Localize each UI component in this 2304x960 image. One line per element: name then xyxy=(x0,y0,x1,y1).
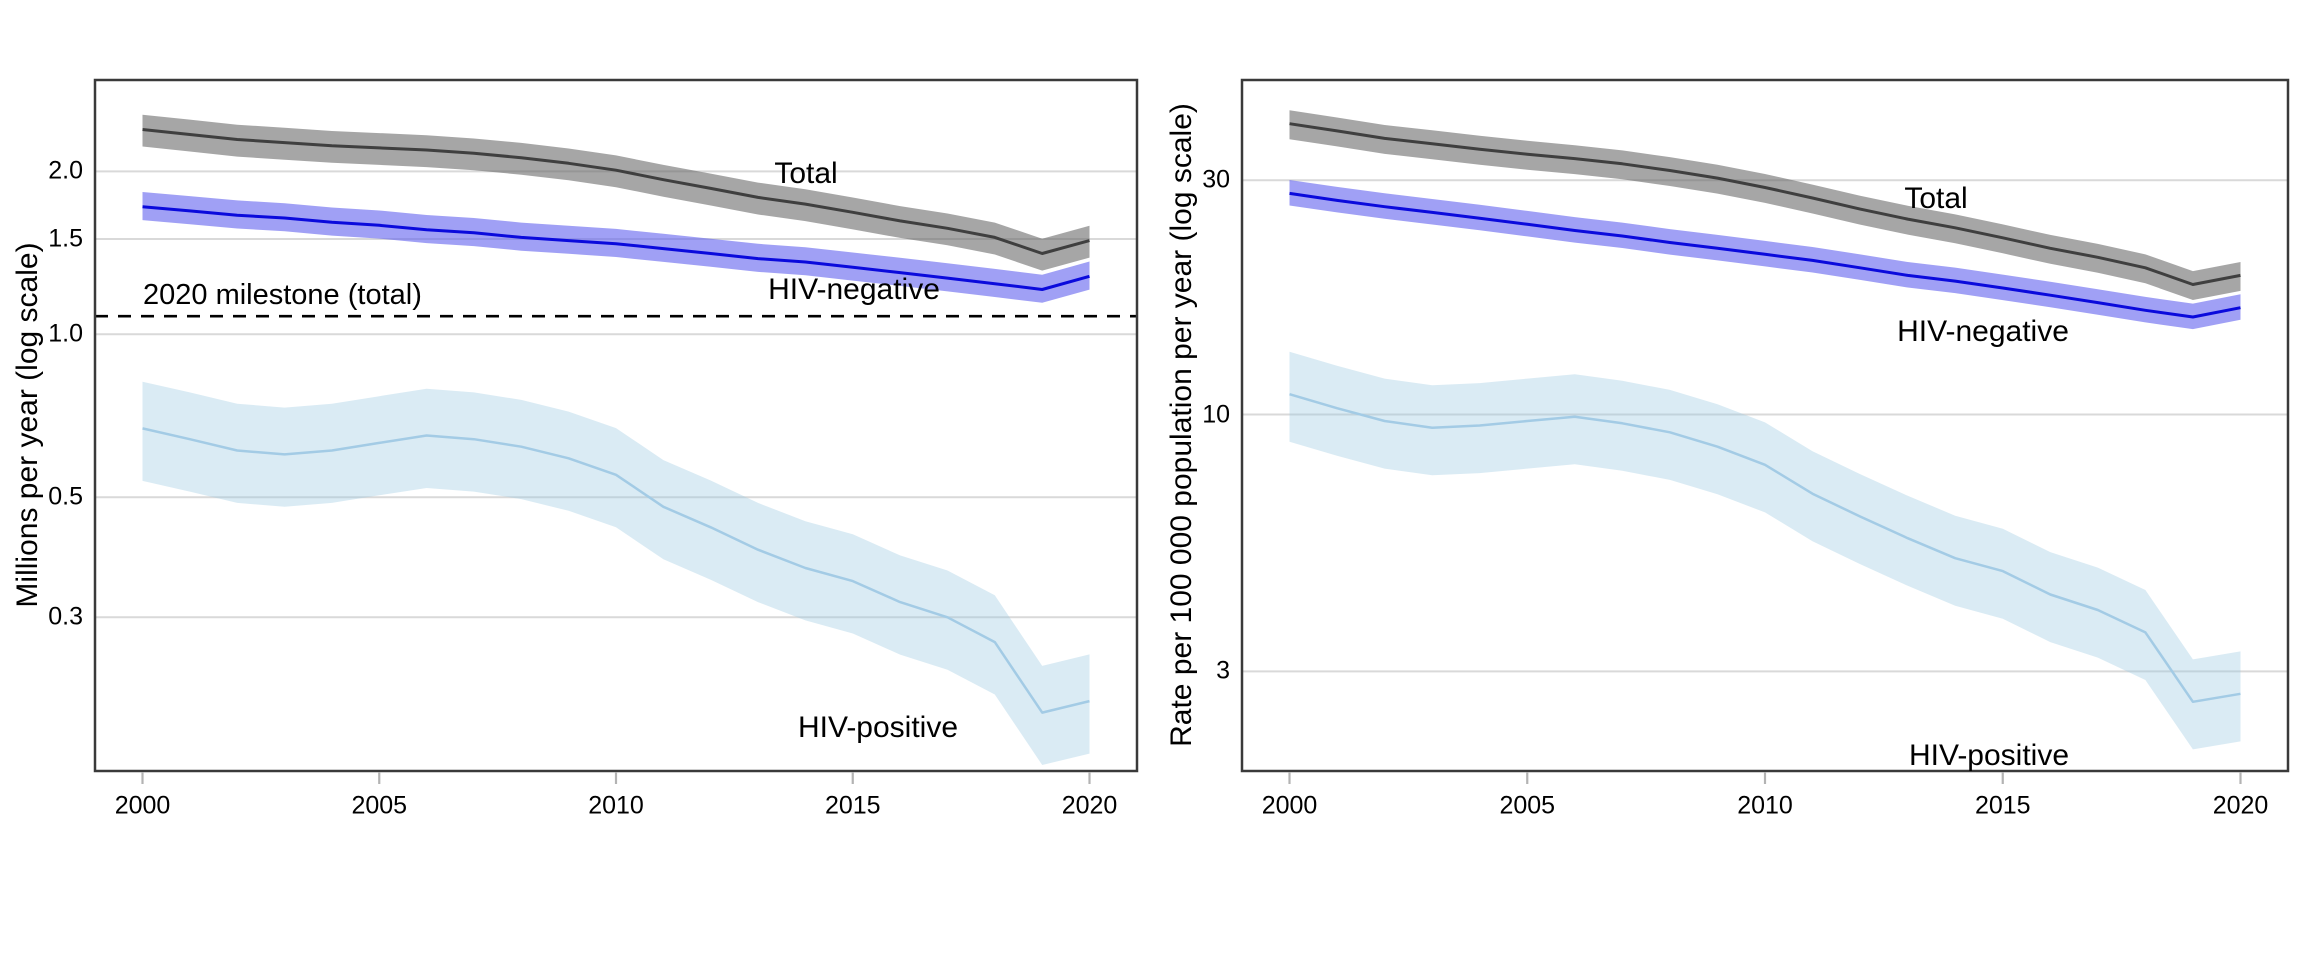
series-line-hiv-negative xyxy=(1289,191,2241,319)
series-line-total xyxy=(142,128,1090,255)
series-line-hiv-positive xyxy=(142,427,1090,714)
panel-border-rate xyxy=(1240,78,2290,773)
series-line-total xyxy=(1289,122,2241,286)
series-line-hiv-negative xyxy=(142,205,1090,291)
confidence-band-hiv-positive xyxy=(1289,351,2241,750)
series-line-hiv-positive xyxy=(1289,393,2241,704)
confidence-band-total xyxy=(1289,110,2241,300)
confidence-band-total xyxy=(142,114,1090,271)
confidence-band-hiv-positive xyxy=(142,381,1090,765)
panel-border-deaths xyxy=(93,78,1139,773)
confidence-band-hiv-negative xyxy=(142,192,1090,303)
